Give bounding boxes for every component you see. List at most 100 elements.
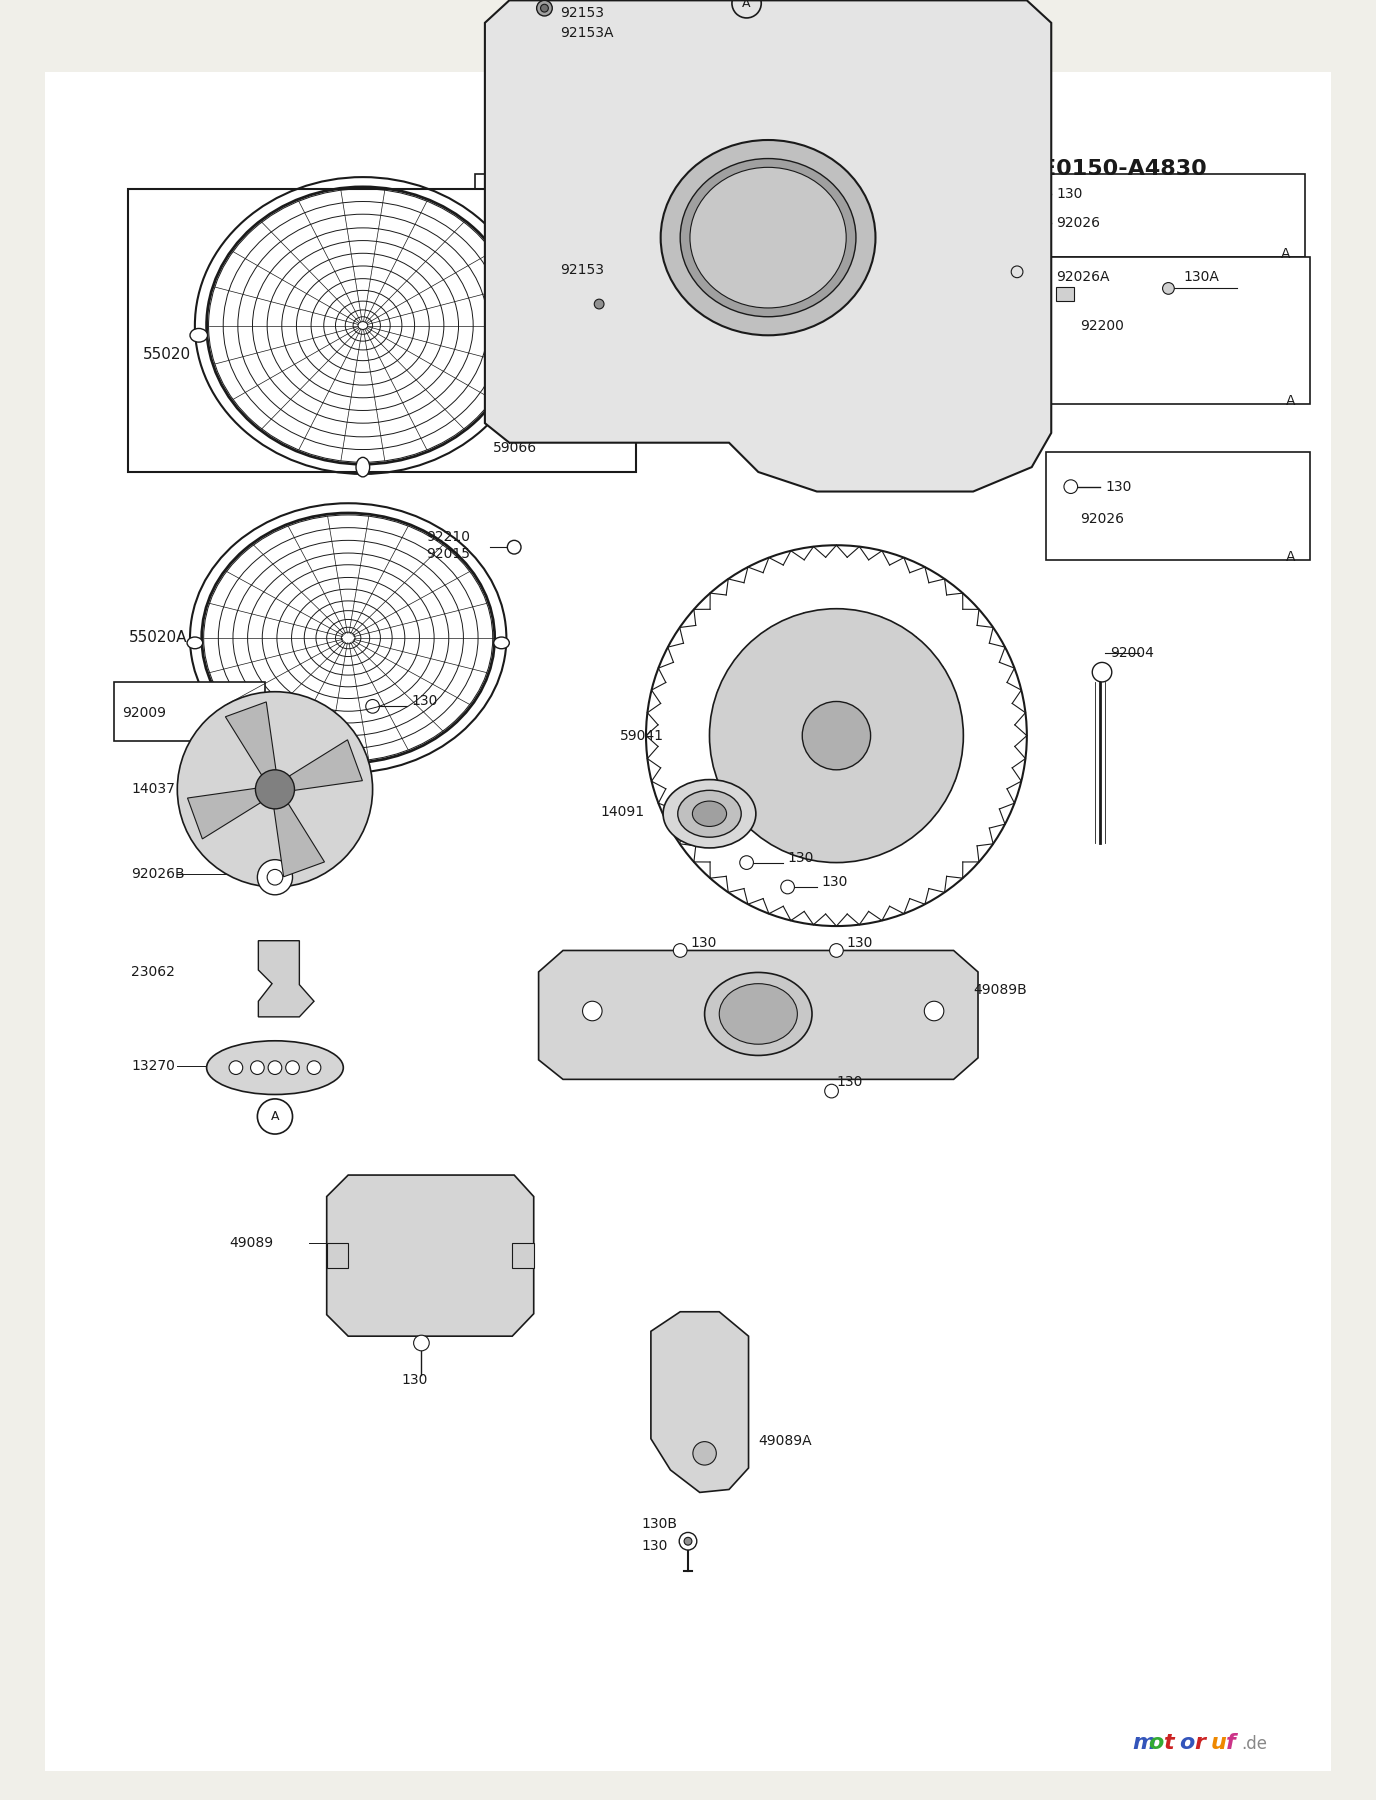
Bar: [373, 1215, 499, 1292]
Text: 92026: 92026: [1057, 216, 1101, 230]
Circle shape: [710, 608, 963, 862]
Circle shape: [256, 770, 294, 808]
Ellipse shape: [680, 158, 856, 317]
Polygon shape: [512, 1244, 534, 1267]
Polygon shape: [226, 702, 277, 776]
Ellipse shape: [356, 457, 370, 477]
Bar: [1057, 288, 1073, 301]
Text: r: r: [1194, 1733, 1205, 1753]
Polygon shape: [289, 740, 362, 790]
Text: 49089: 49089: [228, 1237, 274, 1251]
Text: 92015: 92015: [427, 547, 471, 562]
Circle shape: [594, 299, 604, 310]
Ellipse shape: [678, 790, 742, 837]
Circle shape: [541, 4, 549, 13]
Ellipse shape: [660, 140, 875, 335]
Polygon shape: [187, 788, 260, 839]
Text: 92153A: 92153A: [560, 25, 614, 40]
Ellipse shape: [206, 1040, 343, 1094]
Circle shape: [228, 1060, 242, 1075]
Polygon shape: [259, 941, 314, 1017]
Text: 130: 130: [411, 695, 438, 709]
Text: 130: 130: [1057, 187, 1083, 202]
Ellipse shape: [494, 637, 509, 648]
Polygon shape: [651, 1312, 749, 1492]
Text: A: A: [271, 1111, 279, 1123]
Bar: [128, 189, 636, 472]
Circle shape: [582, 1001, 603, 1021]
Ellipse shape: [705, 972, 812, 1055]
Text: 92026A: 92026A: [1057, 270, 1109, 284]
Text: 92200: 92200: [1080, 319, 1124, 333]
Circle shape: [268, 1060, 282, 1075]
Circle shape: [307, 1060, 321, 1075]
Text: 130: 130: [537, 184, 563, 198]
Circle shape: [178, 691, 373, 887]
Text: 130B: 130B: [641, 1517, 677, 1530]
Ellipse shape: [190, 328, 208, 342]
Text: 14091: 14091: [600, 805, 644, 819]
Text: 92153: 92153: [560, 263, 604, 277]
Text: 130: 130: [402, 1373, 428, 1388]
Ellipse shape: [663, 779, 755, 848]
Text: 92004: 92004: [1110, 646, 1153, 659]
Text: 49089B: 49089B: [973, 983, 1026, 997]
Text: f: f: [1226, 1733, 1236, 1753]
Ellipse shape: [187, 637, 202, 648]
Circle shape: [673, 943, 687, 958]
Text: 130: 130: [821, 875, 848, 889]
Text: 130: 130: [1105, 479, 1131, 493]
Ellipse shape: [689, 167, 846, 308]
Bar: [992, 175, 1304, 257]
Circle shape: [250, 1060, 264, 1075]
Circle shape: [824, 1084, 838, 1098]
Bar: [475, 175, 680, 257]
Circle shape: [694, 1442, 717, 1465]
Circle shape: [257, 860, 293, 895]
Text: 130: 130: [641, 1539, 667, 1553]
Ellipse shape: [341, 760, 355, 776]
Text: 130: 130: [846, 936, 872, 950]
Text: o: o: [1148, 1733, 1163, 1753]
Circle shape: [1163, 283, 1174, 293]
Circle shape: [684, 1537, 692, 1544]
Bar: [1046, 452, 1310, 560]
Text: A: A: [1285, 394, 1295, 409]
Text: 130: 130: [837, 1075, 863, 1089]
Ellipse shape: [519, 328, 535, 342]
Circle shape: [740, 855, 754, 869]
Text: 59066: 59066: [493, 441, 537, 455]
Polygon shape: [274, 803, 325, 877]
Circle shape: [680, 1532, 696, 1550]
Circle shape: [925, 1001, 944, 1021]
Text: o: o: [1179, 1733, 1194, 1753]
Circle shape: [414, 1336, 429, 1350]
Text: A: A: [242, 731, 252, 745]
Text: 92026B: 92026B: [132, 868, 184, 882]
Text: 92009: 92009: [121, 706, 165, 720]
Text: A: A: [1285, 551, 1295, 563]
Text: E0150-A4830: E0150-A4830: [1042, 158, 1207, 180]
Circle shape: [1093, 662, 1112, 682]
Polygon shape: [484, 0, 1051, 491]
Text: 55020: 55020: [143, 347, 191, 362]
Ellipse shape: [720, 983, 797, 1044]
Text: 92026: 92026: [1080, 511, 1124, 526]
Text: A: A: [666, 247, 676, 261]
Bar: [1046, 257, 1310, 403]
Circle shape: [537, 0, 552, 16]
Circle shape: [286, 1060, 300, 1075]
Ellipse shape: [692, 801, 727, 826]
Text: 92153: 92153: [566, 272, 610, 286]
Text: 59041: 59041: [619, 729, 663, 743]
Text: 92153: 92153: [560, 5, 604, 20]
Text: A: A: [1281, 247, 1291, 261]
Text: u: u: [1211, 1733, 1226, 1753]
Circle shape: [780, 880, 794, 895]
Text: 130A: 130A: [1183, 270, 1219, 284]
Text: 92026: 92026: [537, 212, 581, 227]
Circle shape: [802, 702, 871, 770]
Text: A: A: [742, 0, 751, 9]
Text: 23062: 23062: [132, 965, 175, 979]
Text: 130: 130: [689, 936, 717, 950]
